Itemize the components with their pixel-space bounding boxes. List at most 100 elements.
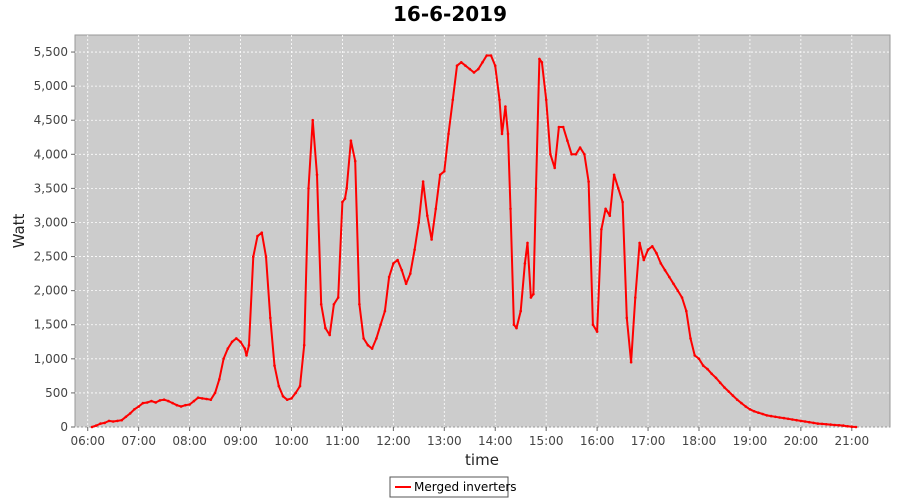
y-tick-label: 1,500 [34,318,68,332]
data-point [651,245,654,248]
y-tick-label: 1,000 [34,352,68,366]
data-point [842,424,845,427]
data-point [714,376,718,380]
data-point [370,347,374,350]
y-tick-label: 2,000 [34,284,68,298]
data-point [825,423,828,426]
data-point [94,424,98,427]
data-point [765,414,769,417]
data-point [90,425,94,429]
data-point [409,272,412,275]
data-point [587,180,590,183]
x-tick-label: 15:00 [529,434,564,448]
data-point [718,381,722,385]
data-point [748,408,752,411]
data-point [243,347,247,350]
data-point [538,57,541,61]
data-point [515,326,518,330]
y-tick-label: 4,500 [34,113,68,127]
data-point [290,397,293,400]
data-point [583,153,586,156]
x-tick-label: 16:00 [580,434,615,448]
data-point [201,397,204,400]
data-point [561,125,565,129]
data-point [120,418,123,422]
data-point [175,403,179,407]
x-tick-label: 20:00 [784,434,819,448]
data-point [383,309,387,313]
data-point [235,337,238,340]
data-point [604,207,607,211]
data-point [111,420,115,423]
data-point [816,422,820,425]
data-point [298,384,302,388]
data-point [311,118,315,122]
data-point [455,64,459,67]
data-point [481,61,484,64]
data-point [273,364,276,367]
data-point [774,415,777,419]
data-point [107,419,111,423]
y-tick-label: 4,000 [34,147,68,161]
data-point [854,425,858,429]
data-point [247,343,251,347]
data-point [529,296,533,299]
data-point [485,54,489,57]
data-point [668,275,671,279]
data-point [509,207,512,211]
data-point [145,401,149,404]
x-tick-label: 11:00 [325,434,360,448]
data-point [438,173,442,177]
data-point [735,398,739,402]
series-points [90,54,858,429]
data-point [820,422,824,426]
data-point [786,417,790,421]
data-point [171,401,174,405]
data-point [591,323,595,327]
legend-label: Merged inverters [414,480,517,494]
y-tick-label: 3,000 [34,215,68,229]
y-tick-label: 2,500 [34,250,68,264]
data-point [689,337,692,340]
data-point [498,98,501,102]
data-point [795,418,798,422]
data-point [761,412,764,416]
data-point [829,423,832,426]
data-point [277,384,281,388]
data-point [226,347,230,350]
x-tick-label: 06:00 [70,434,105,448]
data-point [846,425,849,428]
data-point [625,316,629,320]
data-point [574,153,578,156]
x-tick-label: 07:00 [121,434,156,448]
data-point [426,214,429,217]
data-point [167,399,170,403]
data-point [336,296,340,299]
chart-title: 16-6-2019 [393,2,507,26]
data-point [387,275,391,279]
data-point [209,398,213,402]
data-point [672,282,675,286]
data-point [578,146,582,149]
data-point [379,323,382,327]
data-point [400,268,404,272]
data-point [693,354,696,357]
data-point [343,197,347,200]
data-point [396,258,399,262]
data-point [680,296,684,299]
data-point [218,378,221,381]
data-point [791,418,794,421]
x-axis-ticks: 06:00 07:00 08:00 09:00 10:00 11:00 12:00 13:00… [70,427,869,448]
data-point [245,354,248,357]
plot-area [74,34,891,428]
data-point [345,187,349,190]
x-tick-label: 19:00 [733,434,768,448]
data-point [489,54,493,57]
data-point [566,139,569,142]
data-point [557,125,561,129]
data-point [837,424,841,427]
data-point [634,296,637,299]
data-point [799,419,803,423]
